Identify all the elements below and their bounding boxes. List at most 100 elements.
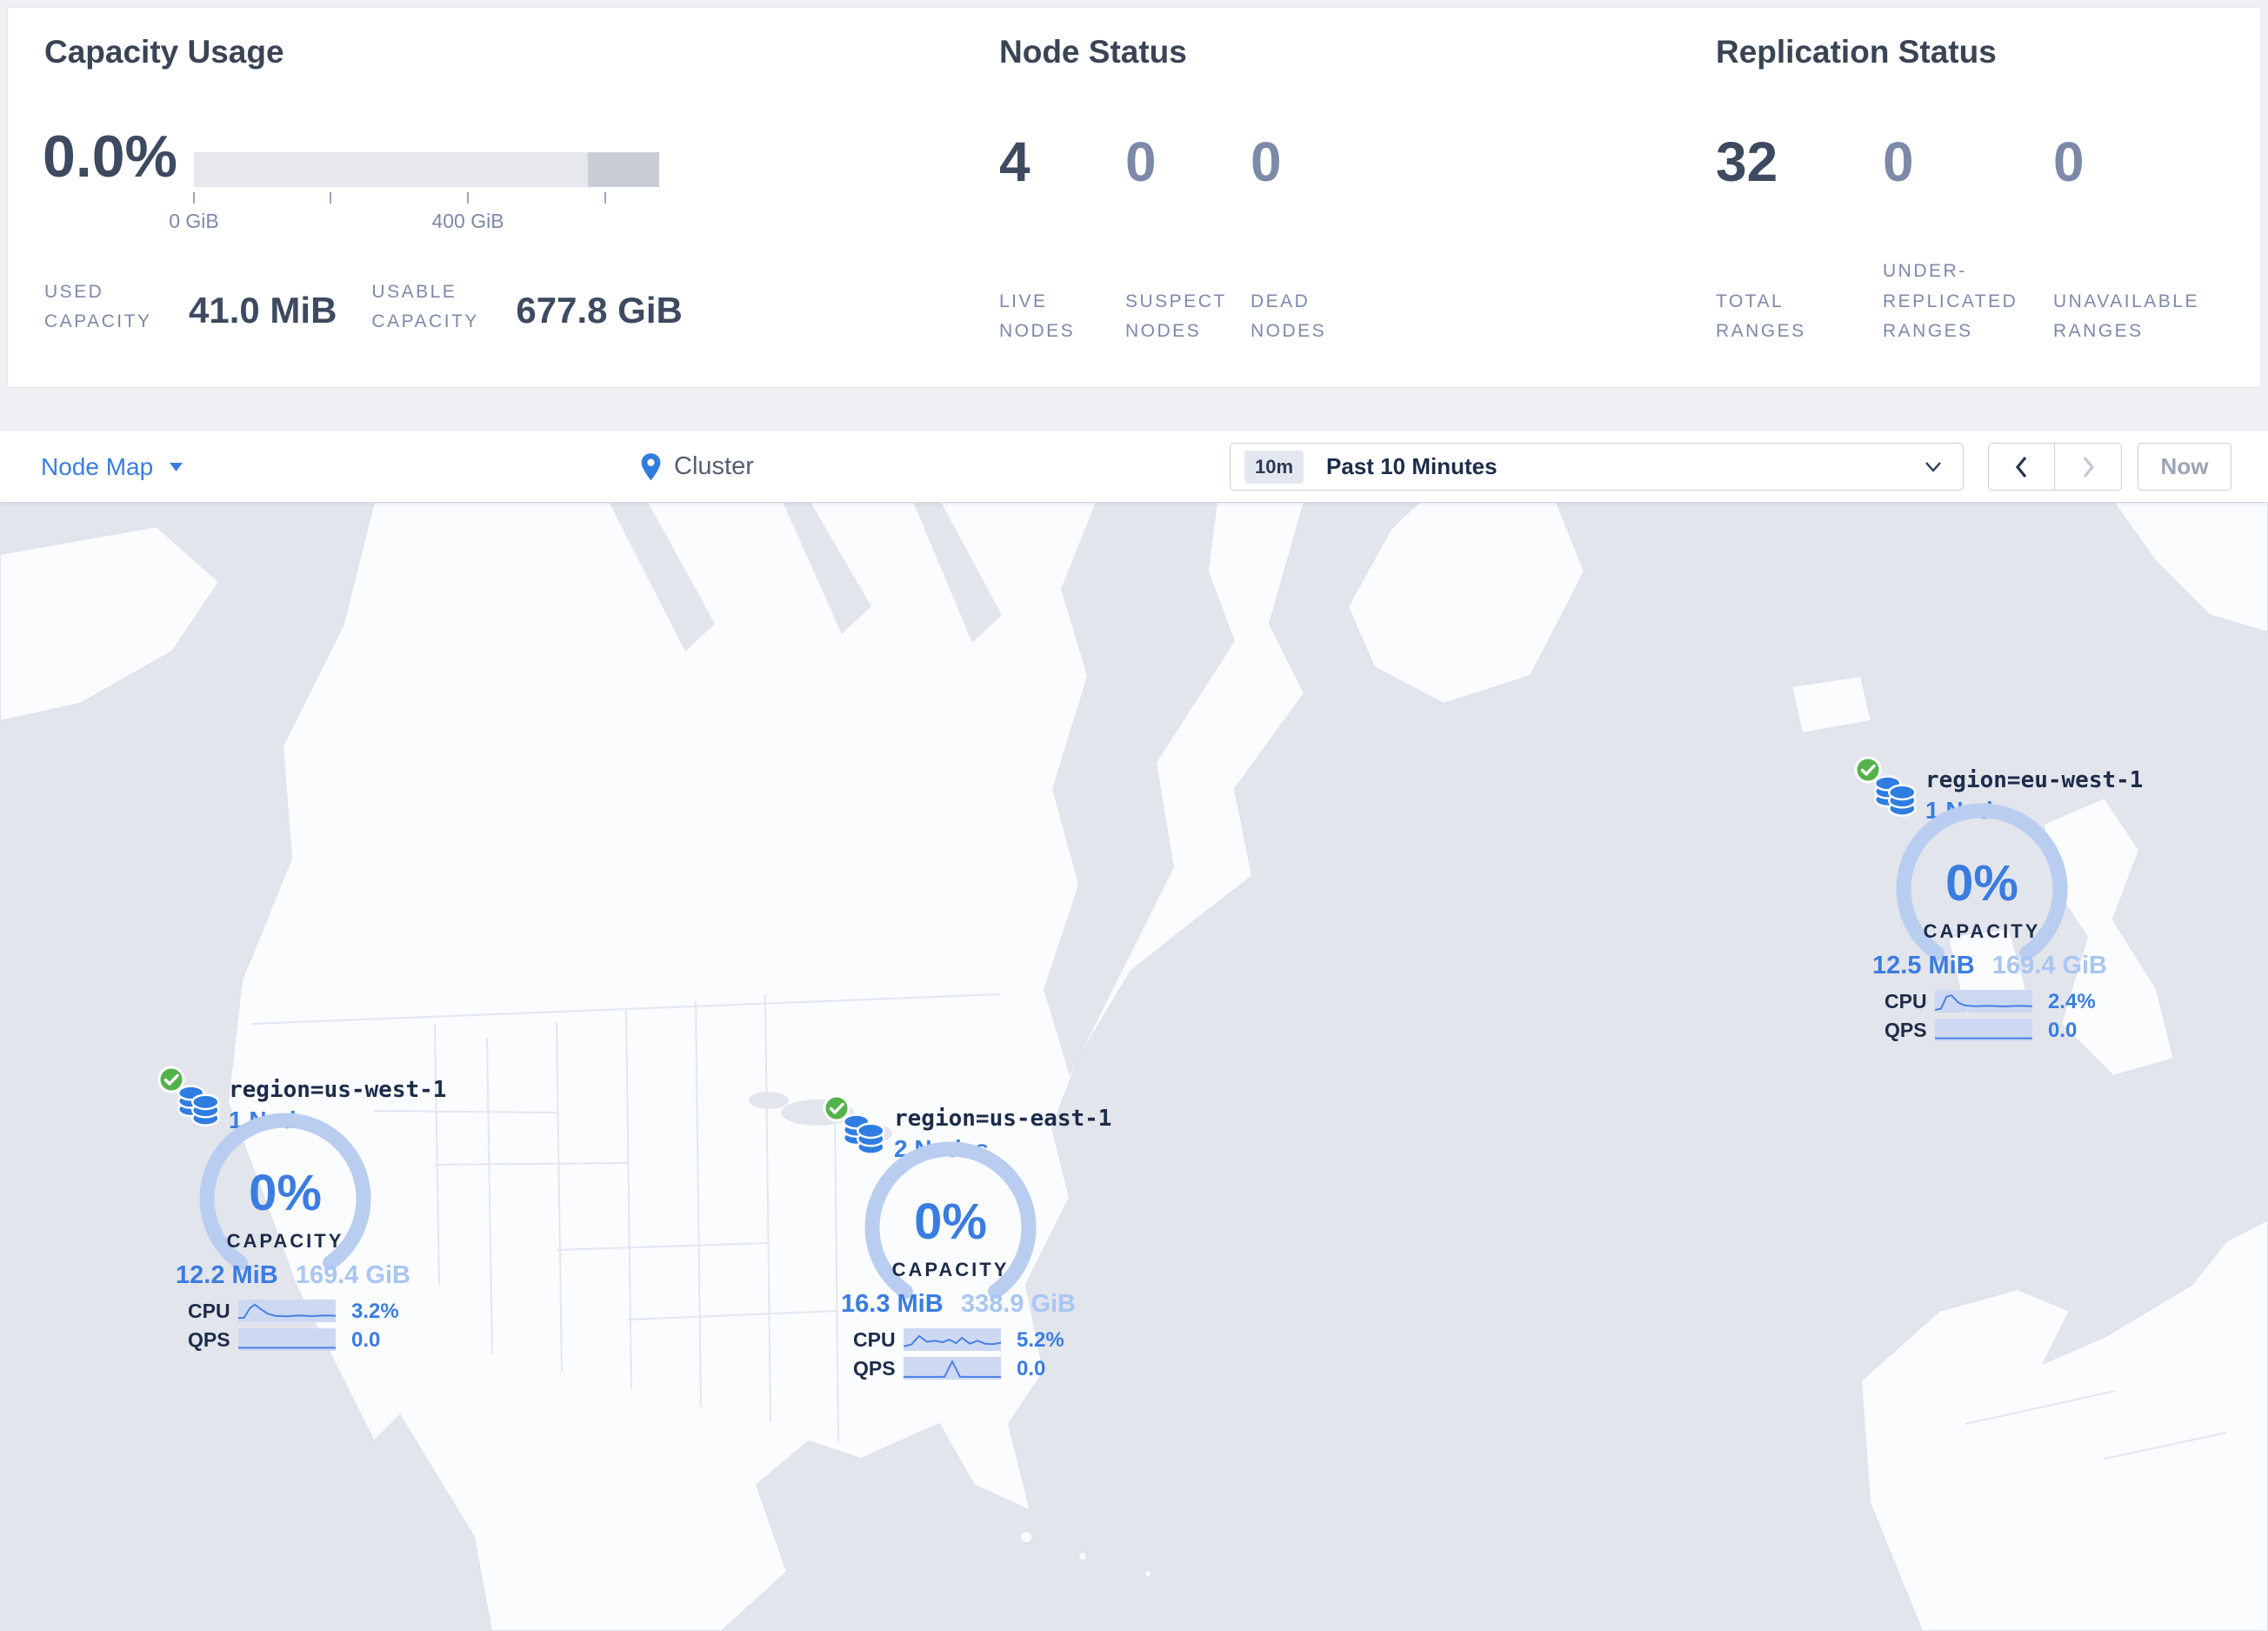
- stat-value: 0: [1883, 130, 1914, 193]
- stat-value: 4: [999, 130, 1031, 193]
- cpu-sparkline: [237, 1300, 337, 1322]
- under-replicated-ranges-stat: 0 UNDER-REPLICATED RANGES: [1883, 130, 2044, 347]
- region-capacity-values: 12.5 MiB 169.4 GiB: [1872, 952, 2107, 980]
- stat-value: 0: [1251, 130, 1282, 193]
- stat-label: DEAD NODES: [1251, 291, 1327, 342]
- stat-label: UNDER-REPLICATED RANGES: [1883, 261, 2018, 342]
- dead-nodes-stat: 0 DEAD NODES: [1251, 130, 1376, 347]
- region-used-capacity: 16.3 MiB: [841, 1290, 944, 1318]
- qps-label: QPS: [1884, 1019, 1927, 1041]
- replication-status-title: Replication Status: [1716, 34, 1997, 70]
- database-icon: [842, 1113, 885, 1155]
- region-name: region=us-west-1: [229, 1077, 447, 1103]
- cpu-sparkline: [903, 1328, 1002, 1351]
- used-capacity-value: 41.0 MiB: [189, 290, 337, 331]
- axis-tick-label: 400 GiB: [431, 210, 504, 232]
- region-capacity-percent: 0%: [1945, 855, 2018, 912]
- qps-value: 0.0: [351, 1328, 381, 1352]
- qps-sparkline: [904, 1357, 1001, 1380]
- world-map-graphic: [0, 502, 2268, 1631]
- chevron-left-icon: [2015, 456, 2027, 478]
- time-range-dropdown[interactable]: 10m Past 10 Minutes: [1230, 443, 1964, 491]
- qps-label: QPS: [853, 1357, 896, 1380]
- database-icon: [177, 1085, 220, 1126]
- next-range-button[interactable]: [2055, 444, 2121, 490]
- healthy-check-icon: [823, 1094, 850, 1122]
- region-widget-us-west-1[interactable]: region=us-west-1 1 Node 0% CAPACITY 12.2…: [157, 1063, 446, 1363]
- stat-value: 0: [1125, 130, 1157, 193]
- qps-label: QPS: [188, 1328, 230, 1351]
- cpu-value: 5.2%: [1017, 1328, 1064, 1352]
- capacity-gauge-arc: [864, 1141, 1037, 1300]
- region-capacity-values: 16.3 MiB 338.9 GiB: [841, 1290, 1076, 1319]
- database-icon: [1873, 775, 1917, 817]
- region-name: region=us-east-1: [894, 1106, 1112, 1132]
- stat-label: UNAVAILABLE RANGES: [2053, 291, 2199, 342]
- region-usable-capacity: 169.4 GiB: [1991, 952, 2107, 979]
- region-capacity-percent: 0%: [249, 1165, 322, 1221]
- qps-value: 0.0: [1017, 1357, 1046, 1380]
- chevron-down-icon: [170, 462, 183, 471]
- healthy-check-icon: [1854, 756, 1882, 784]
- region-used-capacity: 12.5 MiB: [1872, 952, 1975, 979]
- breadcrumb[interactable]: Cluster: [640, 431, 754, 503]
- node-status-title: Node Status: [999, 34, 1187, 70]
- capacity-bar: [194, 152, 659, 187]
- capacity-percent: 0.0%: [43, 124, 177, 190]
- region-capacity-values: 12.2 MiB 169.4 GiB: [176, 1261, 410, 1290]
- region-usable-capacity: 169.4 GiB: [295, 1261, 410, 1289]
- qps-sparkline: [1935, 1019, 2032, 1041]
- stat-label: TOTAL RANGES: [1716, 291, 1806, 342]
- cpu-sparkline: [1934, 990, 2033, 1013]
- node-map-canvas: [0, 502, 2268, 1631]
- cpu-value: 2.4%: [2048, 990, 2096, 1013]
- location-pin-icon: [641, 452, 661, 480]
- axis-tick: [604, 192, 606, 204]
- region-used-capacity: 12.2 MiB: [176, 1261, 278, 1289]
- live-nodes-stat: 4 LIVE NODES: [999, 130, 1124, 347]
- qps-value: 0.0: [2048, 1019, 2078, 1042]
- axis-tick-label: 0 GiB: [169, 210, 219, 232]
- stat-label: SUSPECT NODES: [1125, 291, 1227, 342]
- suspect-nodes-stat: 0 SUSPECT NODES: [1125, 130, 1251, 347]
- region-capacity-percent: 0%: [914, 1193, 987, 1250]
- map-toolbar: Node Map Cluster 10m Past 10 Minutes Now: [0, 430, 2268, 502]
- cpu-label: CPU: [188, 1300, 230, 1322]
- usable-capacity-label: USABLE CAPACITY: [371, 282, 479, 331]
- region-usable-capacity: 338.9 GiB: [960, 1290, 1076, 1318]
- axis-tick: [193, 192, 195, 204]
- capacity-bar-reserved-segment: [588, 152, 659, 187]
- cpu-value: 3.2%: [351, 1300, 399, 1323]
- cpu-label: CPU: [1884, 990, 1927, 1013]
- prev-range-button[interactable]: [1989, 444, 2055, 490]
- region-capacity-label: CAPACITY: [226, 1230, 344, 1252]
- stat-value: 32: [1716, 130, 1778, 193]
- region-widget-us-east-1[interactable]: region=us-east-1 2 Nodes 0% CAPACITY 16.…: [822, 1092, 1111, 1392]
- healthy-check-icon: [157, 1066, 185, 1093]
- stat-value: 0: [2053, 130, 2085, 193]
- capacity-gauge-arc: [1896, 803, 2068, 961]
- axis-tick: [330, 192, 331, 204]
- used-capacity-label: USED CAPACITY: [44, 282, 152, 331]
- stat-label: LIVE NODES: [999, 291, 1076, 342]
- capacity-stats-row: USED CAPACITY 41.0 MiB USABLE CAPACITY 6…: [44, 277, 717, 336]
- region-capacity-label: CAPACITY: [891, 1259, 1010, 1280]
- cpu-label: CPU: [853, 1328, 896, 1351]
- total-ranges-stat: 32 TOTAL RANGES: [1716, 130, 1872, 347]
- axis-tick: [467, 192, 469, 204]
- usable-capacity-value: 677.8 GiB: [516, 290, 683, 331]
- time-range-label: Past 10 Minutes: [1326, 453, 1498, 479]
- qps-sparkline: [238, 1328, 336, 1351]
- capacity-usage-title: Capacity Usage: [44, 34, 284, 70]
- cluster-summary-panel: Capacity Usage 0.0% 0 GiB 400 GiB USED C…: [7, 7, 2261, 388]
- view-selector-label: Node Map: [41, 452, 154, 480]
- now-button[interactable]: Now: [2138, 443, 2231, 491]
- region-name: region=eu-west-1: [1925, 767, 2144, 793]
- view-selector-dropdown[interactable]: Node Map: [41, 431, 183, 503]
- unavailable-ranges-stat: 0 UNAVAILABLE RANGES: [2053, 130, 2227, 347]
- region-widget-eu-west-1[interactable]: region=eu-west-1 1 Node 0% CAPACITY 12.5…: [1853, 753, 2143, 1053]
- breadcrumb-label: Cluster: [674, 452, 754, 480]
- chevron-right-icon: [2083, 456, 2094, 478]
- chevron-down-icon: [1925, 462, 1941, 472]
